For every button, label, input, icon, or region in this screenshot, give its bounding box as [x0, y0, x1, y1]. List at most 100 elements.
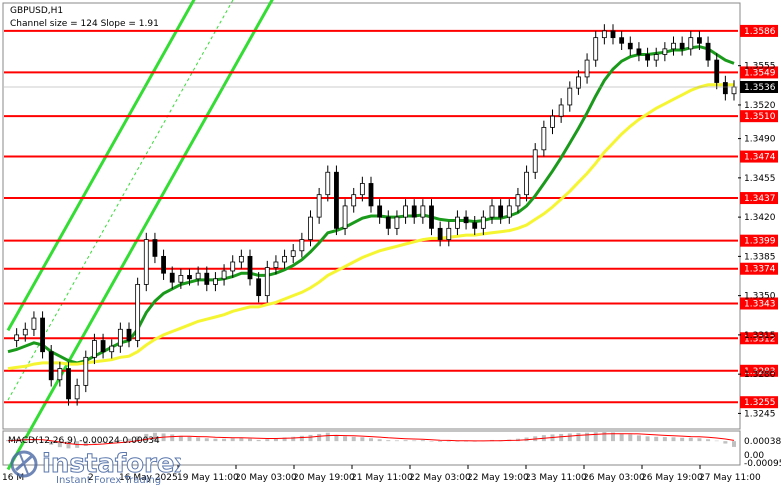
- macd-bar-65: [567, 433, 572, 442]
- current-price-label: 1.3536: [744, 83, 776, 93]
- macd-bar-82: [714, 440, 719, 442]
- level-label-10: 1.3255: [744, 398, 776, 408]
- candle-body-72: [627, 42, 633, 50]
- candle-body-3: [31, 317, 37, 330]
- channel-info: Channel size = 124 Slope = 1.91: [10, 19, 159, 29]
- macd-bar-4: [40, 441, 45, 442]
- macd-bar-67: [585, 432, 590, 442]
- level-label-4: 1.3437: [744, 194, 776, 204]
- level-label-1: 1.3549: [744, 68, 776, 78]
- candle-body-62: [541, 126, 547, 151]
- candle-body-23: [204, 272, 210, 285]
- macd-bar-76: [662, 437, 667, 442]
- macd-bar-11: [101, 441, 106, 443]
- x-tick-label-2: 20 May 03:00: [235, 473, 297, 483]
- candle-body-10: [92, 340, 97, 358]
- macd-bar-41: [360, 437, 365, 442]
- candle-body-34: [299, 239, 305, 252]
- candle-body-1: [14, 334, 20, 341]
- candle-body-64: [558, 104, 564, 117]
- macd-bar-69: [602, 432, 607, 442]
- x-tick-label-10: 27 May 11:00: [699, 473, 761, 483]
- macd-bar-23: [204, 438, 209, 442]
- candle-body-67: [584, 59, 590, 78]
- candle-body-70: [610, 30, 616, 39]
- macd-bar-15: [135, 436, 140, 442]
- level-tag-10: [740, 396, 778, 409]
- macd-bar-33: [291, 436, 296, 442]
- candle-body-21: [187, 275, 192, 280]
- macd-bar-9: [83, 441, 88, 446]
- channel-mid-line: [7, 0, 234, 401]
- symbol-title: GBPUSD,H1: [10, 6, 63, 16]
- candle-body-37: [325, 171, 331, 196]
- candle-body-83: [722, 82, 728, 95]
- macd-bar-66: [576, 432, 581, 442]
- candle-body-19: [169, 272, 175, 283]
- candle-body-35: [308, 216, 313, 240]
- macd-bar-71: [619, 433, 624, 442]
- candle-body-41: [359, 183, 365, 196]
- macd-scale-bottom: -0.00095: [744, 459, 781, 469]
- level-label-0: 1.3586: [744, 27, 776, 37]
- macd-bar-64: [559, 433, 564, 442]
- macd-bar-25: [222, 438, 227, 442]
- macd-bar-10: [92, 441, 97, 444]
- macd-bar-72: [628, 434, 633, 442]
- macd-label: MACD(12,26,9) -0.00024 0.00034: [8, 436, 160, 446]
- macd-bar-46: [403, 440, 408, 442]
- candle-body-9: [83, 356, 89, 386]
- macd-bar-36: [317, 433, 322, 442]
- time-label-partial-mid: 2: [88, 473, 94, 483]
- macd-bar-48: [420, 440, 425, 442]
- macd-bar-39: [343, 436, 348, 442]
- candle-body-50: [437, 227, 443, 240]
- macd-bar-40: [351, 436, 356, 442]
- x-tick-label-3: 20 May 19:00: [293, 473, 355, 483]
- candle-body-24: [213, 278, 218, 285]
- level-tag-5: [740, 234, 778, 247]
- macd-bar-75: [654, 436, 659, 442]
- macd-bar-17: [152, 432, 157, 442]
- macd-bar-21: [187, 436, 192, 442]
- level-label-6: 1.3374: [744, 265, 776, 275]
- candle-body-7: [66, 368, 71, 400]
- instaforex-watermark: instaforex Instant Forex Trading: [6, 442, 192, 486]
- macd-bar-74: [645, 436, 650, 442]
- current-price-tag: [740, 81, 778, 94]
- x-tick-label-6: 22 May 19:00: [467, 473, 529, 483]
- candle-body-44: [385, 216, 391, 229]
- level-tag-0: [740, 24, 778, 37]
- candle-body-61: [532, 149, 538, 173]
- y-tick-label-0: 1.3245: [744, 409, 776, 419]
- price-axis: 1.3245 1.3280 1.3315 1.3350 1.3385 1.3420 1.34…: [4, 62, 778, 419]
- candle-body-49: [429, 205, 434, 229]
- candle-body-56: [489, 205, 495, 218]
- macd-bar-38: [334, 435, 339, 442]
- candle-body-11: [100, 340, 106, 353]
- candle-body-59: [515, 194, 521, 207]
- candle-body-46: [403, 205, 408, 218]
- watermark-tagline: Instant Forex Trading: [56, 475, 161, 486]
- candle-body-27: [238, 255, 244, 263]
- macd-bar-45: [394, 440, 399, 442]
- candle-body-57: [498, 205, 504, 218]
- x-tick-label-1: 19 May 11:00: [177, 473, 239, 483]
- candle-body-33: [290, 250, 296, 257]
- instaforex-logo-icon: [10, 450, 38, 478]
- macd-bar-77: [671, 437, 676, 442]
- macd-bar-70: [611, 432, 615, 442]
- x-tick-label-9: 26 May 19:00: [641, 473, 703, 483]
- x-tick-label-4: 21 May 11:00: [351, 473, 413, 483]
- macd-bar-29: [256, 439, 261, 442]
- level-label-2: 1.3510: [744, 112, 776, 122]
- macd-bar-43: [377, 439, 382, 442]
- candle-body-32: [282, 255, 287, 263]
- macd-bar-20: [178, 435, 183, 442]
- candle-body-13: [117, 328, 123, 347]
- macd-bar-5: [49, 441, 54, 445]
- macd-bar-35: [308, 434, 313, 442]
- candle-body-12: [109, 345, 115, 353]
